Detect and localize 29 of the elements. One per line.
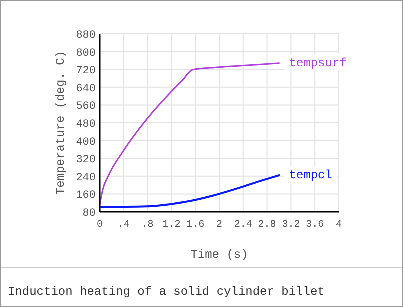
x-tick-label: 2 xyxy=(216,220,223,231)
line-series xyxy=(99,62,280,206)
x-tick-label: 2.4 xyxy=(234,220,252,231)
series-label: tempsurf xyxy=(289,56,347,70)
x-tick-label: 0 xyxy=(96,220,104,231)
y-tick-label: 400 xyxy=(76,136,96,149)
x-tick-label: 1.6 xyxy=(186,220,205,231)
line-series xyxy=(99,174,280,208)
text: Induction heating of a solid cylinder billet xyxy=(8,285,325,299)
y-tick-label: 640 xyxy=(76,83,96,96)
x-tick-label: 4 xyxy=(336,220,342,231)
x-tick-label: .8 xyxy=(142,220,154,231)
x-tick-label: 3.6 xyxy=(306,220,324,231)
y-tick-label: 560 xyxy=(76,101,96,114)
series-label: tempcl xyxy=(289,168,332,183)
x-tick-label: .4 xyxy=(118,220,130,231)
x-tick-label: 3.2 xyxy=(282,220,300,231)
x-tick-label: 2.8 xyxy=(258,220,276,231)
y-tick-label: 800 xyxy=(76,48,96,60)
y-tick-label: 160 xyxy=(76,190,96,202)
y-axis-title: Temperature (deg. C) xyxy=(54,50,68,196)
y-tick-label: 320 xyxy=(76,154,96,167)
x-axis-title: Time (s) xyxy=(190,248,248,262)
y-tick-label: 720 xyxy=(76,66,96,78)
y-tick-label: 480 xyxy=(76,119,96,131)
x-tick-label: 1.2 xyxy=(162,220,181,231)
y-tick-label: 80 xyxy=(82,208,96,220)
y-tick-label: 240 xyxy=(76,172,96,184)
y-tick-label: 880 xyxy=(76,30,96,42)
